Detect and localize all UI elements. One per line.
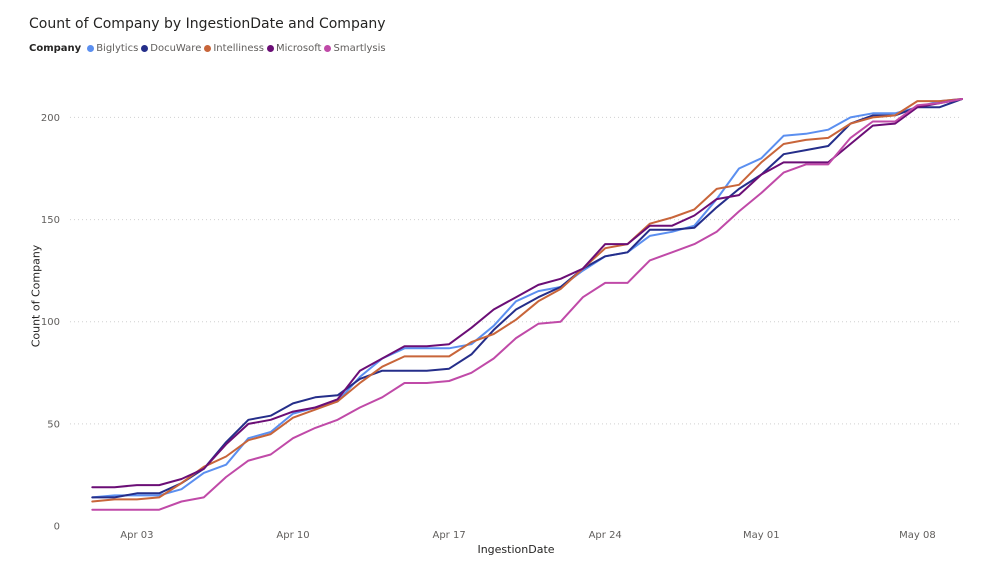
legend-item-intelliness[interactable]: Intelliness — [204, 43, 264, 54]
legend-label: Biglytics — [96, 42, 139, 54]
legend-label: Intelliness — [213, 42, 264, 54]
legend-item-microsoft[interactable]: Microsoft — [266, 42, 322, 54]
x-tick-label: Apr 03 — [120, 530, 153, 541]
legend-item-smartlysis[interactable]: Smartlysis — [324, 42, 386, 54]
legend-label: Smartlysis — [333, 42, 386, 54]
legend-marker-icon — [204, 44, 212, 52]
series-line-biglytics — [91, 98, 963, 499]
x-tick-label: Apr 10 — [276, 530, 309, 541]
x-tick-label: Apr 24 — [589, 530, 622, 541]
y-tick-label: 200 — [41, 113, 60, 124]
legend-marker-icon — [87, 44, 95, 52]
chart-title: Count of Company by IngestionDate and Co… — [29, 16, 386, 32]
legend-marker-icon — [266, 44, 274, 52]
y-tick-label: 100 — [41, 317, 60, 328]
legend-marker-icon — [141, 44, 149, 52]
legend-item-biglytics[interactable]: Biglytics — [87, 43, 138, 54]
x-tick-label: May 01 — [743, 530, 780, 541]
y-axis-title: Count of Company — [29, 244, 43, 348]
legend-marker-icon — [324, 44, 332, 52]
series-line-microsoft — [91, 98, 963, 489]
legend-label: Microsoft — [275, 42, 322, 54]
legend-item-docuware[interactable]: DocuWare — [141, 43, 201, 54]
series-line-smartlysis — [91, 98, 963, 511]
legend: Company Biglytics DocuWare Intelliness M… — [29, 41, 389, 55]
legend-label: DocuWare — [150, 42, 202, 54]
y-tick-label: 50 — [47, 419, 60, 430]
series-line-docuware — [91, 98, 963, 499]
series-line-intelliness — [91, 98, 963, 503]
x-axis-title: IngestionDate — [477, 543, 555, 556]
x-tick-label: Apr 17 — [432, 530, 465, 541]
legend-title: Company — [29, 42, 82, 54]
x-tick-label: May 08 — [899, 530, 936, 541]
y-tick-label: 0 — [54, 522, 60, 533]
y-tick-label: 150 — [41, 215, 60, 226]
